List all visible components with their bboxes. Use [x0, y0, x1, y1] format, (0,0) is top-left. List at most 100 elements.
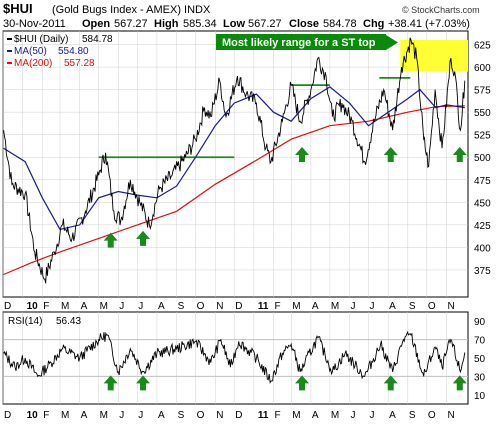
- price-y-tick-label: 525: [474, 131, 491, 142]
- up-arrow-icon: [136, 230, 151, 246]
- price-x-tick-label: D: [235, 301, 242, 312]
- up-arrow-icon: [452, 375, 467, 391]
- price-x-tick-label: A: [312, 301, 319, 312]
- ma200-line: [3, 105, 465, 276]
- rsi-label: RSI(14): [8, 316, 42, 327]
- legend-ma50-label: MA(50): [14, 46, 47, 57]
- price-x-tick-label: M: [292, 301, 300, 312]
- resistance-levels: [98, 76, 411, 159]
- rsi-x-tick-label: M: [100, 410, 108, 421]
- price-x-tick-label: J: [119, 301, 124, 312]
- rsi-x-tick-label: S: [409, 410, 416, 421]
- rsi-x-tick-label: M: [292, 410, 300, 421]
- price-x-tick-label: A: [81, 301, 88, 312]
- rsi-x-tick-label: 10: [27, 410, 39, 421]
- price-y-tick-label: 375: [474, 266, 491, 277]
- price-x-tick-label: 10: [27, 301, 39, 312]
- price-x-tick-label: D: [4, 301, 11, 312]
- price-y-tick-label: 450: [474, 198, 491, 209]
- rsi-x-tick-label: J: [351, 410, 356, 421]
- up-arrow-icon: [136, 375, 151, 391]
- open-label: Open: [82, 18, 110, 30]
- rsi-x-tick-label: A: [312, 410, 319, 421]
- low-value: 567.27: [248, 18, 282, 30]
- rsi-x-tick-label: N: [216, 410, 223, 421]
- legend-ma200-label: MA(200): [14, 58, 52, 69]
- rsi-y-axis: 10 30 50 70 90: [474, 317, 486, 402]
- rsi-line: [3, 330, 466, 384]
- price-grid: [2, 31, 468, 297]
- legend-swatch-ma200: [7, 62, 12, 64]
- rsi-y-tick-label: 90: [474, 317, 486, 328]
- up-arrow-icon: [383, 375, 398, 391]
- price-y-tick-label: 625: [474, 41, 491, 52]
- legend-ma50-value: 554.80: [58, 46, 89, 57]
- rsi-x-tick-label: J: [138, 410, 143, 421]
- up-arrow-icon: [103, 232, 118, 248]
- price-x-tick-label: J: [351, 301, 356, 312]
- up-arrow-icon: [383, 147, 398, 163]
- rsi-x-tick-label: S: [178, 410, 185, 421]
- price-y-tick-label: 550: [474, 108, 491, 119]
- rsi-x-tick-label: A: [389, 410, 396, 421]
- price-x-tick-label: J: [138, 301, 143, 312]
- legend-swatch-hui: [7, 38, 12, 40]
- rsi-x-tick-label: J: [119, 410, 124, 421]
- price-x-tick-label: N: [216, 301, 223, 312]
- price-y-tick-label: 475: [474, 176, 491, 187]
- annotation-pointer-arrow: [386, 35, 398, 50]
- price-x-tick-label: O: [197, 301, 205, 312]
- high-value: 585.34: [183, 18, 217, 30]
- price-x-tick-label: F: [43, 301, 49, 312]
- rsi-x-tick-label: M: [331, 410, 339, 421]
- price-x-tick-label: A: [389, 301, 396, 312]
- price-x-tick-label: N: [447, 301, 454, 312]
- price-x-tick-label: S: [178, 301, 185, 312]
- price-y-tick-label: 500: [474, 153, 491, 164]
- legend-swatch-ma50: [7, 50, 12, 52]
- price-panel: 375 400 425 450 475 500 525 550 575 600 625 $HUI (…: [2, 30, 491, 298]
- price-x-tick-label: S: [409, 301, 416, 312]
- rsi-panel: 10 30 50 70 90 RSI(14) 56.43: [2, 311, 486, 405]
- quote-line: 30-Nov-2011 Open 567.27 High 585.34 Low …: [3, 18, 470, 30]
- price-x-tick-label: 11: [258, 301, 269, 312]
- legend-hui-label: $HUI (Daily): [14, 34, 68, 45]
- rsi-x-tick-label: N: [447, 410, 454, 421]
- up-arrow-icon: [295, 147, 310, 163]
- price-y-tick-label: 600: [474, 63, 491, 74]
- price-y-tick-label: 575: [474, 86, 491, 97]
- price-line: [3, 37, 466, 284]
- up-arrow-icon: [295, 375, 310, 391]
- price-arrows: [103, 147, 467, 248]
- price-x-axis: D 10 F M A M J J A S O N D 11 F M A M J J A S O N: [4, 301, 455, 312]
- legend-ma200-value: 557.28: [64, 58, 95, 69]
- rsi-y-tick-label: 70: [474, 336, 486, 347]
- rsi-x-tick-label: O: [197, 410, 205, 421]
- chg-value: +38.41 (+7.03%): [388, 18, 470, 30]
- low-label: Low: [223, 18, 245, 30]
- up-arrow-icon: [452, 147, 467, 163]
- annotation-text: Most likely range for a ST top: [222, 37, 376, 49]
- chart-title: (Gold Bugs Index - AMEX) INDX: [52, 4, 211, 16]
- chart-symbol: $HUI: [3, 1, 33, 16]
- up-arrow-icon: [103, 375, 118, 391]
- price-y-tick-label: 400: [474, 243, 491, 254]
- rsi-grid: [2, 312, 447, 404]
- rsi-x-tick-label: A: [158, 410, 165, 421]
- close-value: 584.78: [323, 18, 357, 30]
- price-x-tick-label: J: [370, 301, 375, 312]
- price-x-tick-label: M: [100, 301, 108, 312]
- rsi-x-tick-label: A: [81, 410, 88, 421]
- rsi-y-tick-label: 10: [474, 391, 486, 402]
- rsi-x-tick-label: D: [4, 410, 11, 421]
- watermark: © StockCharts.com: [402, 5, 480, 15]
- rsi-x-tick-label: J: [370, 410, 375, 421]
- open-value: 567.27: [114, 18, 148, 30]
- quote-date: 30-Nov-2011: [3, 18, 66, 30]
- rsi-arrows: [103, 375, 467, 391]
- annotation-highlight-box: [400, 40, 468, 72]
- annotation-box: [216, 34, 386, 50]
- rsi-x-axis: D 10 F M A M J J A S O N D 11 F M A M J J A S O N: [4, 410, 455, 421]
- chg-label: Chg: [363, 18, 384, 30]
